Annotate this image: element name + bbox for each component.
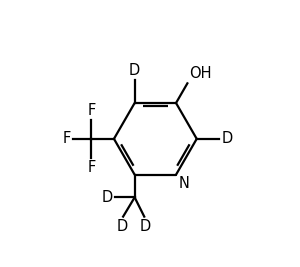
Text: D: D (116, 219, 128, 234)
Text: F: F (87, 160, 95, 175)
Text: F: F (62, 131, 70, 146)
Text: OH: OH (189, 66, 211, 81)
Text: N: N (178, 176, 189, 191)
Text: F: F (87, 103, 95, 118)
Text: D: D (140, 219, 151, 234)
Text: D: D (222, 131, 233, 146)
Text: D: D (129, 63, 140, 78)
Text: D: D (102, 190, 113, 205)
